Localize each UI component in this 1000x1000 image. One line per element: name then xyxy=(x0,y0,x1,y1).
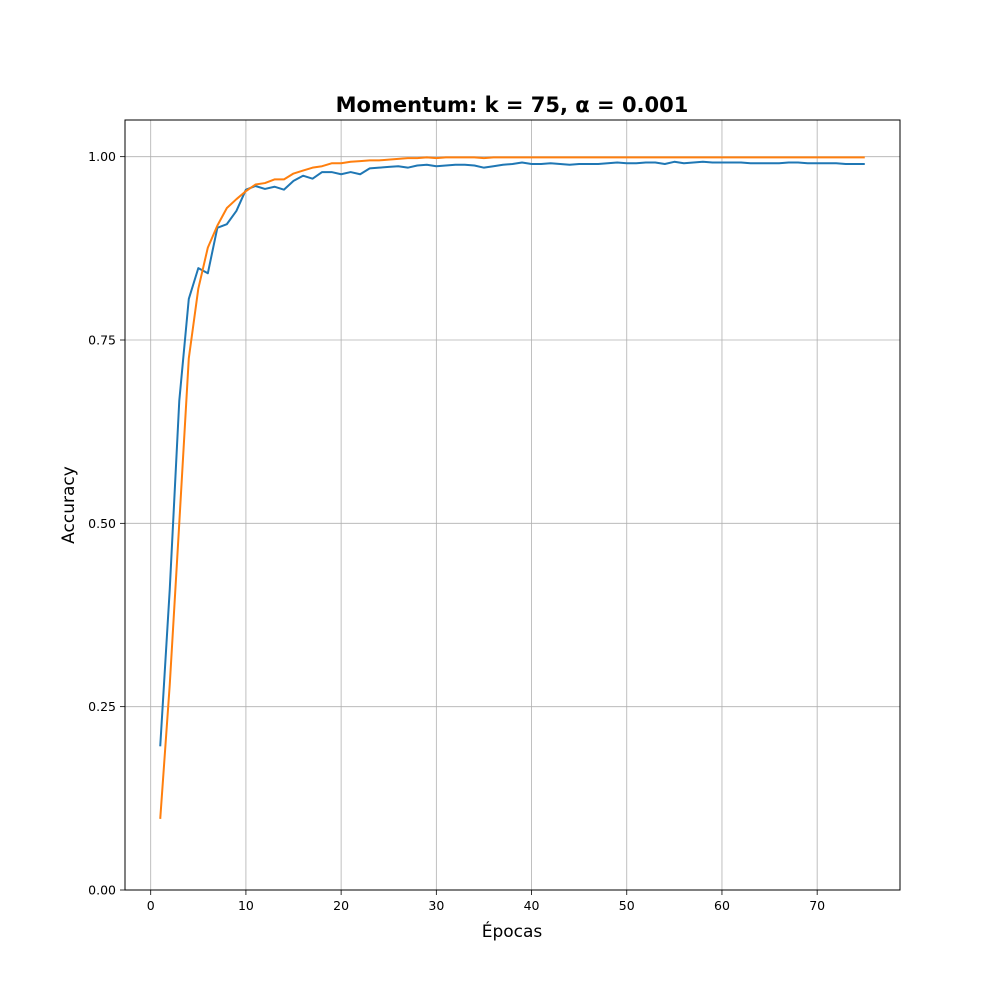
series-line-2 xyxy=(159,156,865,819)
x-tick-label: 40 xyxy=(524,898,540,913)
y-tick-label: 0.25 xyxy=(88,699,116,714)
x-tick-label: 10 xyxy=(238,898,254,913)
x-tick-label: 20 xyxy=(333,898,349,913)
y-tick-label: 0.00 xyxy=(88,883,116,898)
y-tick-label: 0.75 xyxy=(88,333,116,348)
y-tick-label: 0.50 xyxy=(88,516,116,531)
x-tick-label: 50 xyxy=(619,898,635,913)
y-tick-label: 1.00 xyxy=(88,149,116,164)
series-lines xyxy=(159,156,865,819)
x-tick-label: 70 xyxy=(809,898,825,913)
plot-frame xyxy=(124,119,901,891)
chart-title: Momentum: k = 75, α = 0.001 xyxy=(336,93,689,117)
x-tick-label: 30 xyxy=(428,898,444,913)
x-tick-label: 0 xyxy=(147,898,155,913)
y-axis-label: Accuracy xyxy=(59,466,79,544)
series-line-1 xyxy=(159,160,865,747)
x-tick-label: 60 xyxy=(714,898,730,913)
x-axis-label: Épocas xyxy=(482,920,543,942)
axis-ticks: 0 10 20 30 40 50 60 70 0.00 0.25 0.50 0.75 1.00 xyxy=(88,149,825,913)
